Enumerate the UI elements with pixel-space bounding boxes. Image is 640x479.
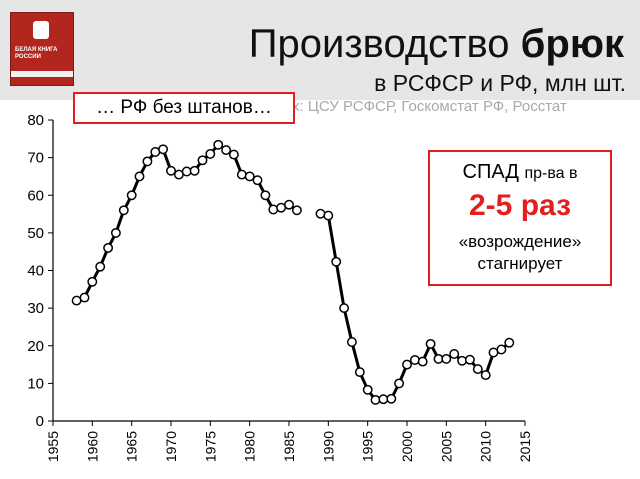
x-tick-label: 1975 [202, 431, 218, 462]
data-point [221, 145, 232, 156]
chart-axes: 0 10 20 30 40 50 60 70 80 1955 1960 1965 1970 1975 198… [27, 112, 533, 462]
data-point [158, 144, 169, 155]
x-tick-label: 2000 [399, 431, 415, 462]
info-line-revival: «возрождение» [458, 232, 582, 251]
data-point [95, 261, 106, 272]
y-tick-label: 10 [27, 375, 44, 392]
info-line-stagnation: стагнирует [477, 254, 563, 273]
data-point [354, 367, 365, 378]
data-point [331, 256, 342, 267]
data-point [409, 355, 420, 365]
data-point [472, 364, 483, 375]
info-decline-rest: пр-ва в [524, 165, 578, 182]
data-point [315, 208, 326, 219]
x-tick-label: 1995 [360, 431, 376, 462]
data-point [79, 292, 90, 303]
data-point [205, 148, 216, 159]
data-point [394, 378, 405, 389]
data-point [417, 356, 428, 367]
x-tick-label: 2015 [517, 431, 533, 462]
book-cover-title: БЕЛАЯ КНИГА РОССИИ [15, 47, 58, 60]
y-tick-label: 40 [27, 263, 44, 280]
data-point [346, 337, 357, 347]
x-tick-label: 1980 [242, 431, 258, 462]
data-point [252, 175, 263, 186]
data-point [213, 139, 224, 150]
data-point [339, 303, 350, 314]
x-tick-label: 2005 [438, 431, 454, 462]
data-point [103, 242, 114, 253]
data-point [370, 394, 381, 405]
x-tick-label: 1960 [84, 431, 100, 462]
data-point [457, 355, 468, 366]
title-bold: брюк [520, 22, 624, 66]
info-line-factor: 2-5 раз [469, 189, 571, 222]
data-point [464, 354, 475, 365]
data-point [480, 370, 491, 381]
x-tick-label: 1970 [163, 431, 179, 462]
data-point [189, 165, 200, 176]
data-point [118, 205, 129, 216]
data-point [197, 155, 208, 166]
y-tick-label: 0 [36, 413, 44, 430]
data-point [504, 337, 515, 348]
y-tick-label: 30 [27, 300, 44, 317]
data-point [496, 344, 507, 355]
data-point [236, 169, 247, 180]
y-tick-label: 80 [27, 112, 44, 129]
y-tick-label: 70 [27, 150, 44, 167]
book-cover-band [11, 71, 73, 77]
data-point [276, 202, 287, 213]
page-title: Производство брюк [249, 22, 624, 66]
data-point [378, 394, 389, 405]
x-tick-label: 2010 [478, 431, 494, 462]
data-point [268, 204, 279, 215]
data-point [441, 353, 452, 364]
data-point [134, 171, 145, 182]
y-tick-label: 50 [27, 225, 44, 242]
header-band: БЕЛАЯ КНИГА РОССИИ Производство брюк в Р… [0, 0, 640, 100]
data-point [244, 171, 255, 182]
chart-series [71, 139, 515, 405]
y-tick-label: 20 [27, 338, 44, 355]
x-tick-label: 1990 [320, 431, 336, 462]
x-tick-label: 1985 [281, 431, 297, 462]
book-crest-icon [33, 21, 49, 39]
callout-box: … РФ без штанов… [73, 92, 295, 124]
data-point [323, 210, 334, 221]
y-tick-label: 60 [27, 187, 44, 204]
source-note: х: ЦСУ РСФСР, Госкомстат РФ, Росстат [292, 98, 567, 115]
data-point [181, 166, 192, 177]
data-point [488, 347, 499, 358]
info-decline-word: СПАД [462, 161, 519, 183]
data-point [284, 199, 294, 210]
data-point [449, 349, 460, 359]
data-point [402, 359, 412, 370]
book-cover-image: БЕЛАЯ КНИГА РОССИИ [10, 12, 74, 86]
data-point [126, 190, 137, 201]
data-point [166, 165, 176, 176]
data-point [260, 190, 271, 201]
info-line-decline: СПАД пр-ва в [430, 160, 610, 186]
data-point [71, 295, 82, 306]
data-point [87, 276, 98, 287]
data-point [386, 393, 397, 404]
data-point [110, 227, 121, 238]
data-point [228, 149, 239, 160]
page-subtitle: в РСФСР и РФ, млн шт. [374, 70, 626, 96]
data-point [142, 156, 153, 167]
info-box: СПАД пр-ва в 2-5 раз «возрождение» стагн… [428, 150, 612, 286]
data-point [362, 384, 373, 395]
data-point [291, 205, 302, 216]
x-tick-label: 1955 [45, 431, 61, 462]
title-regular: Производство [248, 22, 510, 66]
data-point [425, 338, 436, 349]
x-tick-label: 1965 [124, 431, 140, 462]
